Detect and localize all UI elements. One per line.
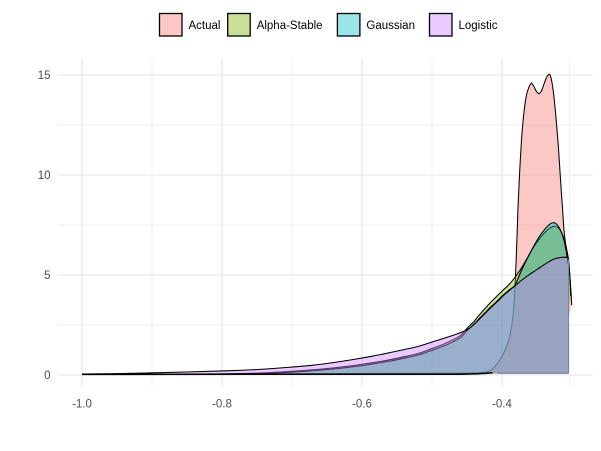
svg-text:Logistic: Logistic: [459, 20, 498, 32]
svg-text:10: 10: [38, 170, 51, 182]
svg-text:15: 15: [38, 70, 51, 82]
svg-text:-0.4: -0.4: [492, 399, 512, 411]
svg-text:Alpha-Stable: Alpha-Stable: [257, 20, 323, 32]
svg-text:-0.6: -0.6: [352, 399, 372, 411]
svg-text:5: 5: [44, 270, 50, 282]
svg-text:-0.8: -0.8: [212, 399, 232, 411]
svg-text:Gaussian: Gaussian: [366, 20, 415, 32]
svg-text:Actual: Actual: [189, 20, 221, 32]
svg-text:-1.0: -1.0: [72, 399, 92, 411]
svg-text:0: 0: [44, 370, 50, 382]
